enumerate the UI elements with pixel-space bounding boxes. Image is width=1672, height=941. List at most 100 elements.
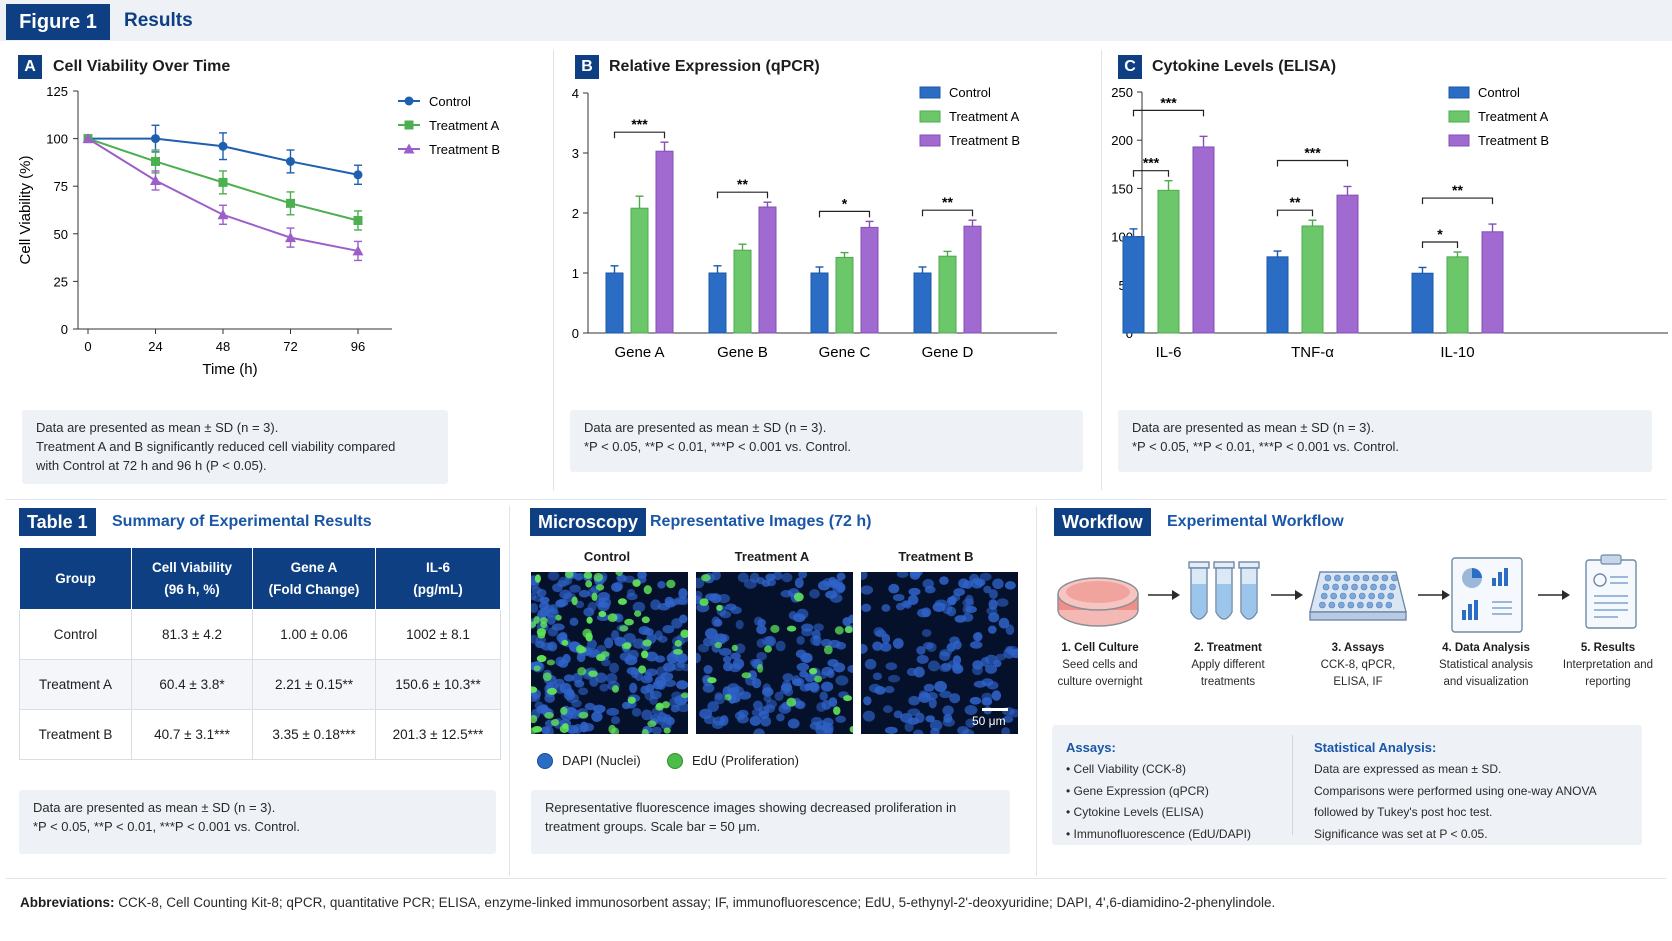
- nucleus: [983, 585, 992, 594]
- edu-positive-cell: [849, 725, 853, 733]
- edu-positive-cell: [786, 697, 797, 707]
- nucleus: [774, 691, 784, 702]
- nucleus: [979, 572, 992, 581]
- nucleus: [929, 719, 943, 731]
- nucleus: [970, 577, 984, 589]
- edu-positive-cell: [741, 672, 752, 679]
- table-note: Data are presented as mean ± SD (n = 3).…: [19, 790, 496, 854]
- nucleus: [916, 654, 929, 664]
- nucleus: [719, 715, 729, 726]
- data-point: [218, 141, 228, 151]
- nucleus: [965, 718, 976, 728]
- edu-positive-cell: [666, 579, 676, 589]
- edu-positive-cell: [647, 720, 657, 728]
- nucleus: [981, 697, 992, 706]
- nucleus: [775, 640, 786, 652]
- nucleus: [949, 636, 960, 645]
- panel-a-letter: A: [18, 55, 42, 79]
- statistics-item: Comparisons were performed using one-way…: [1314, 783, 1597, 798]
- significance-label: **: [1452, 182, 1463, 198]
- nucleus: [623, 632, 636, 644]
- header-text: (Fold Change): [268, 581, 360, 597]
- edu-positive-cell: [595, 584, 605, 591]
- y-axis-label: Cell Viability (%): [17, 156, 34, 265]
- nucleus: [969, 641, 983, 649]
- bar: [1122, 236, 1145, 334]
- data-point: [353, 215, 363, 225]
- step-text: ELISA, IF: [1333, 676, 1383, 688]
- nucleus: [864, 658, 877, 670]
- nucleus: [578, 687, 589, 696]
- nucleus: [782, 673, 794, 682]
- nucleus: [632, 638, 646, 649]
- nucleus: [663, 714, 672, 724]
- nucleus: [658, 635, 668, 643]
- nucleus: [714, 692, 723, 700]
- x-tick-label: 96: [351, 339, 365, 354]
- nucleus: [569, 617, 579, 627]
- nucleus: [884, 685, 895, 694]
- dapi-legend-label: DAPI (Nuclei): [562, 753, 641, 768]
- y-tick-label: 150: [1111, 181, 1133, 196]
- edu-positive-cell: [716, 604, 723, 611]
- y-tick-label: 250: [1111, 85, 1133, 100]
- table-cell: 1002 ± 8.1: [375, 609, 501, 660]
- nucleus: [531, 634, 539, 644]
- nucleus: [1003, 715, 1014, 723]
- analytics-icon: [1451, 557, 1523, 633]
- nucleus: [631, 707, 642, 717]
- nucleus: [644, 671, 653, 681]
- edu-positive-cell: [724, 693, 732, 701]
- workflow-step: 4. Data Analysis Statistical analysis an…: [1421, 640, 1551, 691]
- well-plate-icon: [1309, 571, 1407, 621]
- nucleus: [825, 590, 838, 599]
- nucleus: [892, 593, 905, 602]
- significance-label: **: [737, 176, 748, 192]
- significance-bracket: [921, 209, 974, 217]
- edu-positive-cell: [582, 628, 592, 638]
- nucleus: [766, 699, 777, 709]
- nucleus: [862, 710, 875, 722]
- edu-positive-cell: [834, 626, 844, 635]
- nucleus: [604, 637, 614, 649]
- nucleus: [1004, 581, 1016, 590]
- nucleus: [554, 684, 566, 695]
- nucleus: [558, 576, 570, 587]
- legend-label: Control: [949, 85, 991, 100]
- nucleus: [589, 675, 599, 687]
- edu-positive-cell: [533, 616, 540, 624]
- edu-positive-cell: [663, 727, 671, 734]
- nucleus: [563, 690, 576, 701]
- nucleus: [986, 607, 998, 615]
- nucleus: [583, 607, 595, 617]
- well: [1360, 583, 1368, 591]
- nucleus: [791, 678, 803, 687]
- nucleus: [801, 652, 813, 663]
- y-tick-label: 50: [54, 227, 68, 242]
- nucleus: [696, 652, 701, 664]
- nucleus: [606, 672, 618, 684]
- well: [1362, 574, 1370, 582]
- legend-swatch: [919, 110, 941, 123]
- edu-positive-cell: [844, 626, 853, 634]
- well: [1389, 583, 1396, 591]
- nucleus: [696, 590, 703, 601]
- nucleus: [925, 715, 935, 723]
- nucleus: [609, 662, 620, 674]
- edu-positive-cell: [699, 598, 709, 606]
- edu-positive-cell: [655, 703, 664, 711]
- note-line: Representative fluorescence images showi…: [545, 800, 957, 815]
- edu-positive-cell: [793, 592, 804, 602]
- significance-label: *: [842, 195, 848, 211]
- nucleus: [875, 629, 887, 638]
- table-cell: 1.00 ± 0.06: [252, 609, 376, 660]
- edu-positive-cell: [537, 631, 546, 639]
- nucleus: [676, 680, 688, 690]
- nucleus: [985, 664, 998, 674]
- panel-a-title: Cell Viability Over Time: [53, 58, 231, 75]
- y-tick-label: 75: [54, 179, 68, 194]
- nucleus: [822, 717, 834, 728]
- edu-positive-cell: [627, 696, 636, 704]
- edu-positive-cell: [707, 677, 717, 684]
- nucleus: [808, 681, 819, 692]
